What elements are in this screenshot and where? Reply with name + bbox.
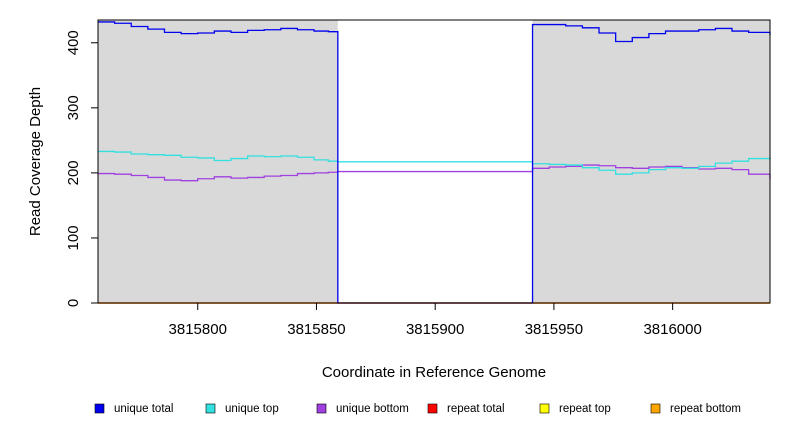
y-axis: 0 100 200 300 400: [65, 30, 98, 307]
x-tick-label: 3815950: [525, 321, 583, 338]
legend-label: repeat top: [559, 403, 611, 415]
legend-swatch: [427, 403, 438, 414]
x-tick-label: 3815850: [287, 321, 345, 338]
shaded-region-1: [98, 20, 338, 303]
x-tick-label: 3816000: [643, 321, 701, 338]
legend-swatch: [94, 403, 105, 414]
x-axis: 3815800 3815850 3815900 3815950 3816000: [169, 303, 702, 338]
x-axis-label: Coordinate in Reference Genome: [322, 364, 546, 381]
y-tick-label: 100: [65, 225, 82, 250]
legend-item-repeat-total: repeat total: [427, 403, 505, 415]
plot-frame: [97, 19, 771, 304]
legend-item-unique-bottom: unique bottom: [316, 403, 409, 415]
legend-item-unique-total: unique total: [94, 403, 173, 415]
legend-swatch: [539, 403, 550, 414]
legend-label: repeat total: [447, 403, 505, 415]
legend-label: unique total: [114, 403, 173, 415]
legend-swatch: [316, 403, 327, 414]
legend-label: unique bottom: [336, 403, 409, 415]
y-tick-label: 0: [65, 299, 82, 307]
legend-swatch: [650, 403, 661, 414]
shaded-region-2: [532, 20, 770, 303]
legend-item-unique-top: unique top: [205, 403, 279, 415]
y-tick-label: 400: [65, 30, 82, 55]
x-tick-label: 3815900: [406, 321, 464, 338]
y-axis-label: Read Coverage Depth: [27, 87, 44, 236]
x-tick-label: 3815800: [169, 321, 227, 338]
y-tick-label: 200: [65, 160, 82, 185]
legend-item-repeat-top: repeat top: [539, 403, 611, 415]
legend-label: repeat bottom: [670, 403, 741, 415]
shaded-regions: [98, 20, 770, 303]
legend: unique total unique top unique bottom repea…: [94, 403, 741, 415]
legend-item-repeat-bottom: repeat bottom: [650, 403, 741, 415]
legend-swatch: [205, 403, 216, 414]
series-unique-total: [98, 21, 771, 304]
legend-label: unique top: [225, 403, 279, 415]
y-tick-label: 300: [65, 95, 82, 120]
